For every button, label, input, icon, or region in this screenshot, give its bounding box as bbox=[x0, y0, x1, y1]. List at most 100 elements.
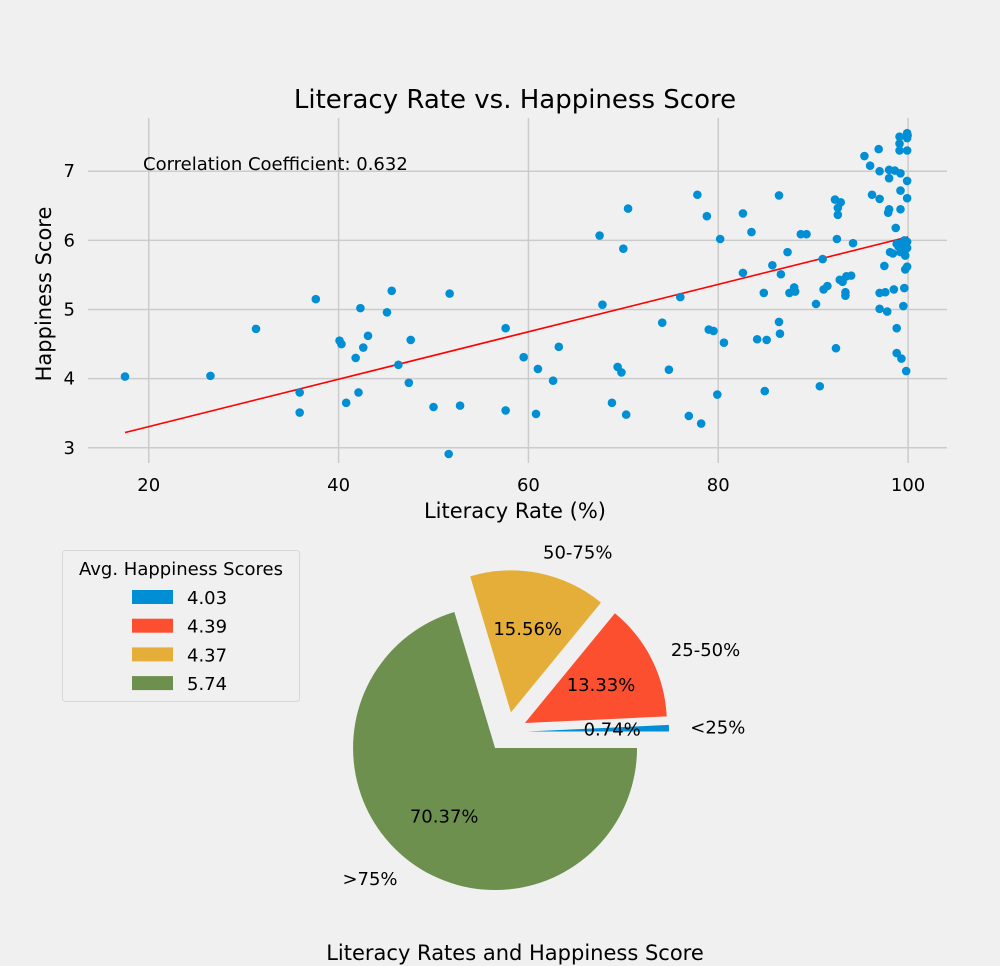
y-tick-label: 4 bbox=[64, 369, 75, 390]
scatter-point bbox=[675, 292, 685, 302]
scatter-point bbox=[664, 365, 674, 374]
scatter-point bbox=[623, 204, 633, 213]
scatter-point bbox=[311, 294, 321, 304]
pie-percent-label: 0.74% bbox=[584, 720, 641, 741]
scatter-point bbox=[295, 388, 304, 397]
scatter-point bbox=[875, 166, 884, 176]
scatter-point bbox=[759, 288, 769, 298]
scatter-point bbox=[815, 381, 825, 391]
scatter-point bbox=[902, 146, 912, 155]
pie-slice bbox=[526, 724, 669, 732]
pie-chart: <25% 0.74% 25-50% 13.33% 50-75% 15.56% >75% 70.… bbox=[326, 542, 745, 965]
x-tick-label: 40 bbox=[327, 475, 350, 496]
scatter-point bbox=[867, 190, 877, 200]
scatter-point bbox=[363, 331, 373, 341]
legend-label: 4.37 bbox=[187, 645, 227, 666]
legend-label: 5.74 bbox=[187, 674, 227, 695]
scatter-point bbox=[693, 190, 702, 200]
scatter-point bbox=[896, 186, 905, 195]
scatter-point bbox=[715, 234, 725, 244]
scatter-point bbox=[896, 169, 905, 178]
scatter-point bbox=[902, 193, 912, 203]
scatter-point bbox=[738, 209, 748, 218]
scatter-point bbox=[881, 287, 890, 297]
scatter-point bbox=[444, 449, 453, 459]
scatter-point bbox=[895, 146, 904, 155]
scatter-point bbox=[617, 368, 626, 377]
legend-swatch bbox=[132, 647, 173, 662]
scatter-chart: 20 40 60 80 100 3 4 5 6 7 Literacy Rate vs. Happi… bbox=[32, 85, 947, 523]
pie-slice-label: <25% bbox=[690, 718, 745, 739]
scatter-point bbox=[382, 307, 392, 317]
pie-slice bbox=[524, 613, 667, 724]
x-tick-label: 20 bbox=[137, 475, 160, 496]
scatter-point bbox=[841, 287, 850, 297]
scatter-point bbox=[900, 251, 910, 260]
scatter-point bbox=[554, 342, 564, 352]
y-tick-label: 6 bbox=[64, 230, 75, 251]
x-tick-label: 80 bbox=[707, 475, 730, 496]
scatter-point bbox=[531, 409, 541, 419]
scatter-point bbox=[889, 285, 899, 294]
pie-slice bbox=[470, 570, 601, 713]
scatter-point bbox=[899, 283, 909, 293]
scatter-point bbox=[880, 261, 889, 271]
scatter-point bbox=[895, 132, 904, 141]
scatter-point bbox=[836, 198, 845, 207]
scatter-point bbox=[404, 378, 414, 388]
scatter-point bbox=[884, 204, 894, 214]
scatter-point bbox=[621, 410, 631, 419]
scatter-point bbox=[891, 223, 901, 233]
scatter-point bbox=[356, 303, 365, 313]
legend-title: Avg. Happiness Scores bbox=[79, 559, 283, 580]
scatter-point bbox=[351, 353, 360, 363]
scatter-point bbox=[802, 229, 811, 239]
scatter-point bbox=[760, 386, 770, 396]
legend-label: 4.03 bbox=[187, 588, 227, 609]
scatter-point bbox=[874, 144, 883, 154]
scatter-point bbox=[696, 419, 706, 428]
scatter-point bbox=[762, 335, 771, 345]
scatter-points bbox=[120, 128, 912, 459]
legend-swatch bbox=[132, 618, 173, 633]
scatter-point bbox=[445, 289, 454, 298]
scatter-point bbox=[429, 402, 438, 412]
scatter-point bbox=[719, 338, 729, 347]
scatter-point bbox=[251, 324, 261, 334]
scatter-x-axis-label: Literacy Rate (%) bbox=[424, 499, 606, 523]
scatter-point bbox=[818, 254, 827, 264]
trend-line bbox=[124, 236, 909, 434]
scatter-point bbox=[684, 411, 694, 421]
scatter-point bbox=[775, 329, 785, 339]
scatter-point bbox=[533, 364, 543, 374]
scatter-point bbox=[358, 343, 368, 352]
scatter-point bbox=[774, 191, 784, 200]
scatter-point bbox=[892, 323, 901, 333]
legend-swatch bbox=[132, 590, 173, 604]
scatter-point bbox=[206, 371, 215, 381]
scatter-point bbox=[354, 388, 363, 397]
scatter-point bbox=[896, 204, 905, 214]
pie-title: Literacy Rates and Happiness Score bbox=[326, 941, 704, 965]
scatter-point bbox=[846, 271, 856, 280]
scatter-point bbox=[455, 401, 465, 410]
legend-items: 4.03 4.39 4.37 5.74 bbox=[132, 588, 227, 695]
pie-percent-label: 70.37% bbox=[410, 806, 479, 827]
scatter-point bbox=[860, 151, 869, 161]
scatter-gridlines bbox=[88, 118, 947, 463]
scatter-point bbox=[337, 339, 346, 349]
scatter-tick-labels: 20 40 60 80 100 3 4 5 6 7 bbox=[64, 161, 926, 496]
scatter-point bbox=[752, 334, 762, 344]
scatter-point bbox=[406, 335, 416, 345]
y-tick-label: 7 bbox=[64, 161, 75, 182]
scatter-point bbox=[295, 408, 304, 417]
scatter-point bbox=[832, 234, 842, 244]
scatter-point bbox=[501, 323, 510, 333]
scatter-point bbox=[823, 281, 832, 291]
scatter-point bbox=[702, 211, 712, 221]
pie-legend: Avg. Happiness Scores 4.03 4.39 4.37 5.74 bbox=[62, 550, 300, 702]
scatter-point bbox=[875, 304, 884, 314]
scatter-point bbox=[897, 354, 906, 363]
x-tick-label: 60 bbox=[517, 475, 540, 496]
